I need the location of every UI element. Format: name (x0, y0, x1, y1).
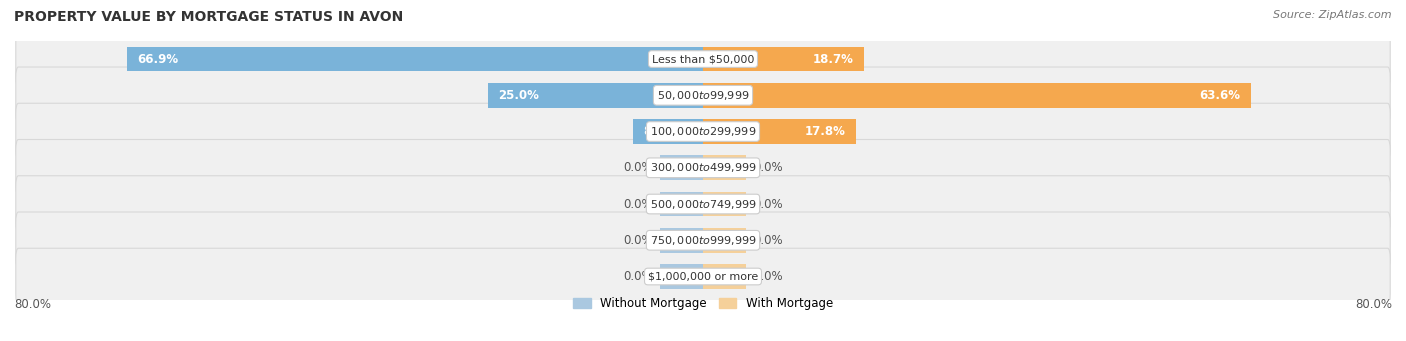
FancyBboxPatch shape (15, 31, 1391, 87)
Bar (703, 83, 1251, 108)
Text: $50,000 to $99,999: $50,000 to $99,999 (657, 89, 749, 102)
Bar (659, 155, 703, 180)
FancyBboxPatch shape (15, 248, 1391, 305)
Text: $1,000,000 or more: $1,000,000 or more (648, 271, 758, 282)
Text: $750,000 to $999,999: $750,000 to $999,999 (650, 234, 756, 247)
Bar (127, 47, 703, 71)
FancyBboxPatch shape (15, 67, 1391, 123)
Text: 0.0%: 0.0% (623, 234, 652, 247)
Text: Source: ZipAtlas.com: Source: ZipAtlas.com (1274, 10, 1392, 20)
Bar (659, 264, 703, 289)
Bar (703, 155, 747, 180)
Text: 80.0%: 80.0% (14, 298, 51, 311)
Text: 0.0%: 0.0% (754, 270, 783, 283)
Text: 0.0%: 0.0% (623, 270, 652, 283)
Text: 17.8%: 17.8% (806, 125, 846, 138)
Bar (659, 192, 703, 216)
FancyBboxPatch shape (15, 176, 1391, 232)
Text: PROPERTY VALUE BY MORTGAGE STATUS IN AVON: PROPERTY VALUE BY MORTGAGE STATUS IN AVO… (14, 10, 404, 24)
Text: 63.6%: 63.6% (1199, 89, 1240, 102)
Text: 0.0%: 0.0% (754, 234, 783, 247)
Text: $100,000 to $299,999: $100,000 to $299,999 (650, 125, 756, 138)
Bar (488, 83, 703, 108)
Text: $300,000 to $499,999: $300,000 to $499,999 (650, 161, 756, 174)
Bar (633, 119, 703, 144)
Text: 18.7%: 18.7% (813, 53, 853, 65)
Text: 25.0%: 25.0% (498, 89, 538, 102)
Bar (659, 228, 703, 253)
Bar (703, 47, 865, 71)
Text: 0.0%: 0.0% (623, 161, 652, 174)
Bar (703, 228, 747, 253)
Legend: Without Mortgage, With Mortgage: Without Mortgage, With Mortgage (568, 293, 838, 315)
Text: 66.9%: 66.9% (138, 53, 179, 65)
Text: 80.0%: 80.0% (1355, 298, 1392, 311)
Text: 0.0%: 0.0% (623, 197, 652, 210)
Bar (703, 119, 856, 144)
Text: 8.1%: 8.1% (644, 125, 676, 138)
Text: 0.0%: 0.0% (754, 161, 783, 174)
FancyBboxPatch shape (15, 212, 1391, 269)
Bar (703, 264, 747, 289)
Text: 0.0%: 0.0% (754, 197, 783, 210)
Text: Less than $50,000: Less than $50,000 (652, 54, 754, 64)
Bar (703, 192, 747, 216)
FancyBboxPatch shape (15, 103, 1391, 160)
Text: $500,000 to $749,999: $500,000 to $749,999 (650, 197, 756, 210)
FancyBboxPatch shape (15, 139, 1391, 196)
